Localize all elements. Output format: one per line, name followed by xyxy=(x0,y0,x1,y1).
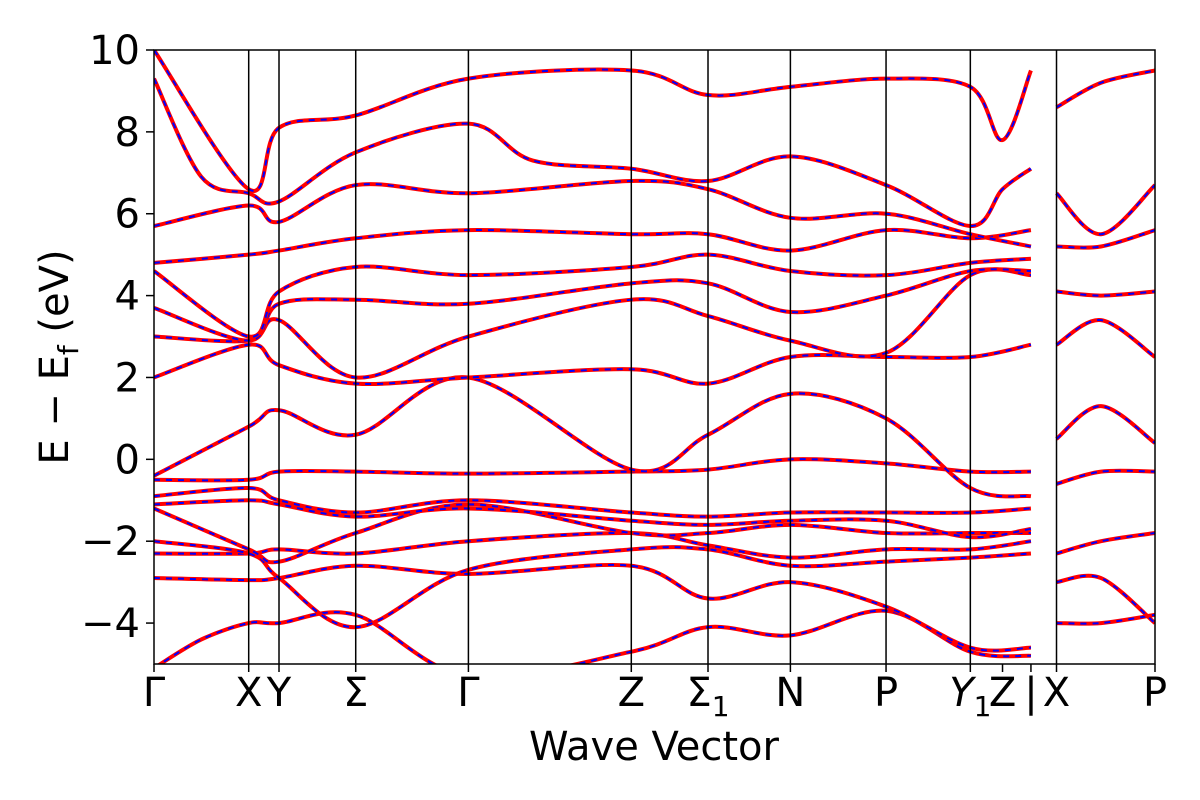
x-tick-label-main-8: P xyxy=(874,670,898,716)
band-dashed-24 xyxy=(1056,229,1155,249)
band-solid-13 xyxy=(154,227,1032,265)
x-tick-label-sub-9: 1 xyxy=(974,690,992,723)
x-tick-label-5: Z xyxy=(618,670,645,716)
high-symmetry-lines xyxy=(247,50,1058,664)
y-tick-label-5: 6 xyxy=(115,192,140,238)
band-dashed-26 xyxy=(1056,69,1155,109)
x-tick-label-10: Z xyxy=(989,670,1016,716)
band-dashed-21 xyxy=(1055,405,1155,444)
x-tick-label-4: Γ xyxy=(457,670,480,716)
band-solid-9 xyxy=(154,342,1032,387)
y-axis-ticks: −4 −2 0 2 4 6 8 10 xyxy=(81,28,154,647)
x-tick-label-main-5: Z xyxy=(618,670,645,716)
band-dashed-23 xyxy=(1056,290,1155,297)
band-dashed-1 xyxy=(154,563,1031,652)
band-dashed-25 xyxy=(1055,184,1155,236)
x-tick-label-main-3: Σ xyxy=(343,670,368,716)
y-tick-label-0: −4 xyxy=(81,601,140,647)
x-tick-label-main-13: P xyxy=(1143,670,1167,716)
band-solid-15 xyxy=(154,77,1033,229)
band-solid-25 xyxy=(1055,183,1155,237)
y-tick-label-6: 8 xyxy=(115,110,140,156)
band-dashed-18 xyxy=(1056,574,1155,624)
band-dashed-20 xyxy=(1056,469,1155,485)
band-solid-21 xyxy=(1055,404,1155,445)
plot-frame xyxy=(153,49,1156,665)
x-tick-label-main-1: X xyxy=(235,670,262,716)
band-dashed-3 xyxy=(154,540,1032,629)
band-solid-16 xyxy=(154,50,1033,193)
x-tick-label-3: Σ xyxy=(343,670,368,716)
x-tick-label-12: X xyxy=(1043,670,1070,716)
band-solid-20 xyxy=(1055,468,1155,486)
y-tick-label-7: 10 xyxy=(89,28,140,74)
band-dashed-22 xyxy=(1055,319,1155,358)
x-tick-label-9: Y1 xyxy=(949,670,991,723)
band-dashed-8 xyxy=(154,376,1032,498)
x-tick-label-main-0: Γ xyxy=(143,670,166,716)
x-tick-label-main-6: Σ xyxy=(686,670,711,716)
x-tick-label-6: Σ1 xyxy=(686,670,729,723)
y-tick-label-2: 0 xyxy=(115,437,140,483)
band-solid-19 xyxy=(1055,531,1155,556)
band-dashed-12 xyxy=(154,253,1032,338)
band-dashed-15 xyxy=(154,78,1032,228)
x-tick-label-main-10: Z xyxy=(989,670,1016,716)
band-solid-26 xyxy=(1055,68,1155,110)
x-tick-label-main-2: Y xyxy=(266,670,292,716)
x-tick-label-main-7: N xyxy=(775,670,805,716)
band-dashed-17 xyxy=(1056,613,1155,625)
x-tick-label-0: Γ xyxy=(143,670,166,716)
y-axis-label-sub: f xyxy=(52,344,85,355)
x-tick-label-7: N xyxy=(775,670,805,716)
x-tick-label-8: P xyxy=(874,670,898,716)
band-dashed-4 xyxy=(154,503,1031,564)
band-solid-8 xyxy=(154,375,1032,499)
band-dashed-14 xyxy=(154,179,1032,248)
x-tick-label-2: Y xyxy=(266,670,292,716)
y-axis-label: E − Ef (eV) xyxy=(32,249,85,464)
x-tick-label-main-4: Γ xyxy=(457,670,480,716)
x-tick-label-main-12: X xyxy=(1043,670,1070,716)
band-dashed-5 xyxy=(154,499,1032,539)
band-dashed-9 xyxy=(154,343,1032,386)
x-tick-label-sub-6: 1 xyxy=(712,690,730,723)
band-solid-1 xyxy=(154,562,1032,653)
x-tick-label-11: | xyxy=(1024,670,1037,716)
band-dashed-7 xyxy=(154,458,1031,482)
y-tick-label-3: 2 xyxy=(115,355,140,401)
band-dashed-13 xyxy=(154,228,1032,264)
y-axis-label-unit: (eV) xyxy=(32,249,78,345)
band-solid-7 xyxy=(154,457,1031,483)
bands-layer xyxy=(154,50,1155,664)
x-tick-label-main-11: | xyxy=(1024,670,1037,716)
band-dashed-6 xyxy=(154,486,1032,518)
band-solid-0 xyxy=(156,608,1032,664)
band-dashed-19 xyxy=(1056,532,1155,555)
y-axis-label-main: E − E xyxy=(32,355,78,465)
x-tick-label-main-9: Y xyxy=(949,670,977,716)
band-solid-22 xyxy=(1055,318,1155,359)
x-tick-label-13: P xyxy=(1143,670,1167,716)
x-axis-label: Wave Vector xyxy=(529,724,780,770)
y-tick-label-4: 4 xyxy=(115,274,140,320)
x-tick-label-1: X xyxy=(235,670,262,716)
x-axis-ticks: Γ X Y Σ Γ Z Σ1 N P Y1Z | X P xyxy=(143,664,1167,723)
y-tick-label-1: −2 xyxy=(81,519,140,565)
band-dashed-10 xyxy=(154,268,1032,379)
